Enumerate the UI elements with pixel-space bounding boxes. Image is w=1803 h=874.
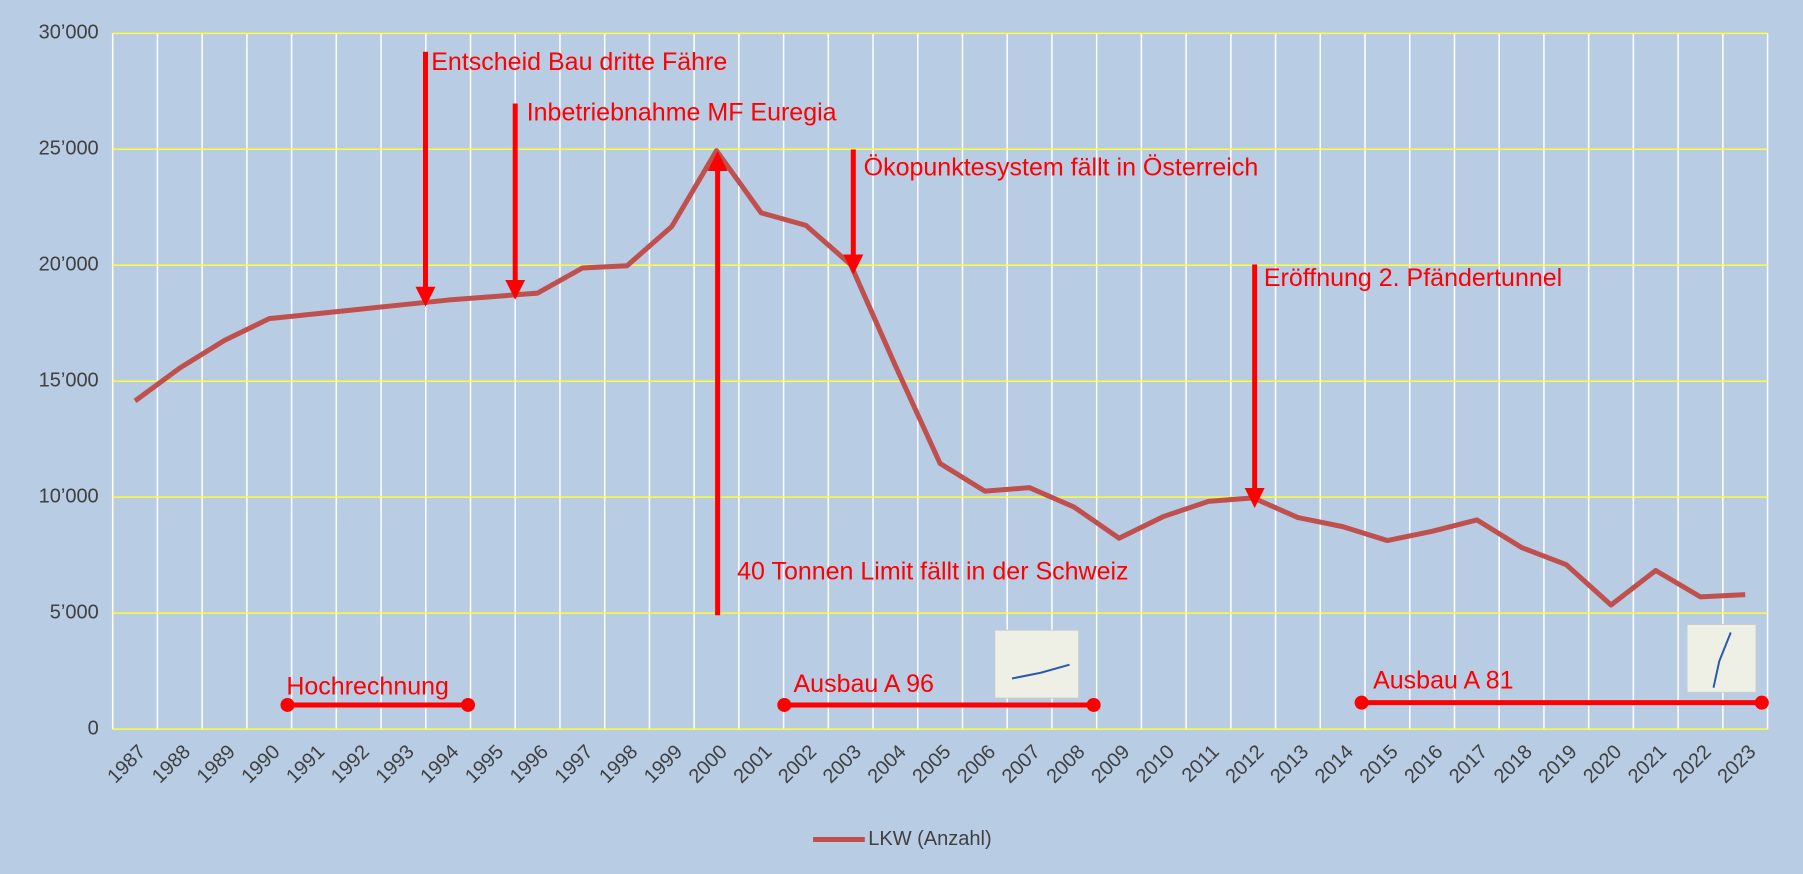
annotation-label: Eröffnung 2. Pfändertunnel — [1264, 264, 1562, 292]
chart: 05’00010’00015’00020’00025’00030’0001987… — [0, 0, 1803, 874]
annotation-label: Hochrechnung — [286, 672, 449, 700]
y-tick-label: 30’000 — [39, 22, 99, 44]
y-tick-label: 20’000 — [39, 254, 99, 276]
annotation-label: Ausbau A 81 — [1373, 667, 1513, 695]
legend-label: LKW (Anzahl) — [868, 828, 991, 850]
annotation-label: Inbetriebnahme MF Euregia — [527, 98, 837, 126]
y-tick-label: 5’000 — [50, 601, 99, 623]
map-thumbnail — [1687, 624, 1756, 692]
range-end — [1087, 698, 1101, 712]
range-end — [461, 698, 475, 712]
y-tick-label: 0 — [88, 717, 99, 739]
range-end — [1355, 696, 1369, 710]
y-tick-label: 15’000 — [39, 370, 99, 392]
annotation-label: Ausbau A 96 — [794, 670, 934, 698]
y-tick-label: 25’000 — [39, 138, 99, 160]
range-end — [777, 698, 791, 712]
map-thumbnail — [995, 630, 1079, 698]
annotation-label: Entscheid Bau dritte Fähre — [431, 48, 727, 76]
annotation-label: 40 Tonnen Limit fällt in der Schweiz — [737, 557, 1128, 585]
y-tick-label: 10’000 — [39, 485, 99, 507]
annotation-label: Ökopunktesystem fällt in Österreich — [864, 154, 1259, 182]
range-end — [1755, 696, 1769, 710]
